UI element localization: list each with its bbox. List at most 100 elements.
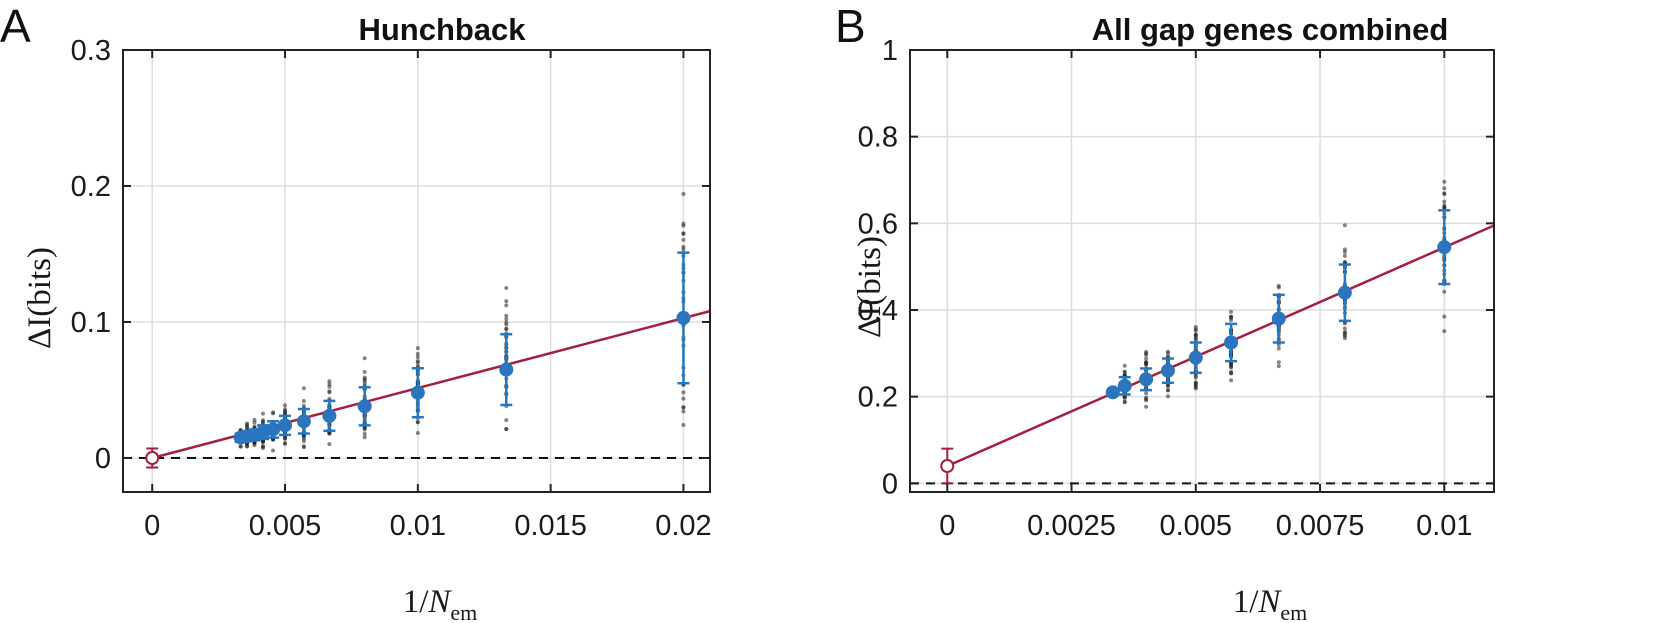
mean-point	[1271, 311, 1286, 326]
sample-point	[1442, 205, 1447, 210]
sample-point	[1342, 321, 1347, 326]
sample-point	[327, 442, 332, 447]
mean-point	[266, 422, 281, 437]
y-tick-label: 0.6	[858, 208, 898, 240]
ticks-layer: 0 0.005 0.01 0.015 0.02 0 0.1 0.2 0.3	[71, 35, 712, 542]
sample-point	[252, 417, 257, 422]
y-tick-label: 0	[95, 443, 111, 475]
sample-point	[1193, 328, 1198, 333]
y-axis-label: ΔI(bits)	[852, 236, 888, 338]
sample-point	[245, 444, 250, 449]
sample-point	[1122, 399, 1127, 404]
panel-hunchback: A Hunchback 0 0.005 0.01 0.015 0.02 0 0.1 0.2 0.…	[0, 0, 712, 623]
panel-all-gap-genes: B All gap genes combined 0 0.0025 0.005 0.0…	[835, 0, 1495, 623]
x-tick-label: 0	[939, 510, 955, 542]
sample-point	[415, 355, 420, 360]
sample-point	[1442, 179, 1447, 184]
sample-point	[1442, 199, 1447, 204]
sample-point	[362, 431, 367, 436]
sample-point	[1193, 386, 1198, 391]
sample-point	[1442, 191, 1447, 196]
sample-point	[681, 244, 686, 249]
y-axis-label-symbol: ΔI	[22, 317, 58, 349]
grid-lines	[123, 49, 710, 492]
sample-point	[301, 398, 306, 403]
sample-point	[681, 422, 686, 427]
y-tick-label: 0.2	[71, 171, 111, 203]
sample-point	[504, 326, 509, 331]
x-tick-label: 0.005	[249, 510, 322, 542]
panel-letter-a: A	[0, 0, 31, 52]
sample-point	[1193, 332, 1198, 337]
mean-point	[1160, 363, 1175, 378]
mean-point	[1188, 350, 1203, 365]
sample-point	[1122, 395, 1127, 400]
sample-point	[415, 363, 420, 368]
panel-title: All gap genes combined	[1092, 12, 1449, 47]
y-tick-label: 0.1	[71, 307, 111, 339]
x-tick-label: 0.01	[1416, 510, 1472, 542]
sample-point	[415, 420, 420, 425]
sample-point	[1165, 388, 1170, 393]
panel-title: Hunchback	[358, 12, 526, 47]
sample-point	[1276, 285, 1281, 290]
y-tick-label: 0.3	[71, 35, 111, 67]
sample-point	[1342, 253, 1347, 258]
mean-point	[1224, 335, 1239, 350]
x-tick-label: 0.005	[1159, 510, 1232, 542]
sample-point	[415, 431, 420, 436]
sample-point	[1342, 326, 1347, 331]
sample-point	[1229, 309, 1234, 314]
sample-point	[1193, 373, 1198, 378]
sample-point	[681, 409, 686, 414]
sample-point	[1276, 360, 1281, 365]
sample-point	[1342, 330, 1347, 335]
mean-point	[410, 385, 425, 400]
sample-point	[681, 221, 686, 226]
sample-point	[1165, 394, 1170, 399]
x-tick-label: 0.015	[514, 510, 587, 542]
linear-fit-line	[946, 224, 1495, 468]
sample-point	[1122, 363, 1127, 368]
y-tick-label: 1	[882, 35, 898, 67]
sample-point	[327, 389, 332, 394]
sample-point	[1442, 314, 1447, 319]
mean-point	[278, 418, 293, 433]
mean-point	[322, 408, 337, 423]
mean-points-layer	[233, 310, 691, 445]
sample-point	[1442, 289, 1447, 294]
sample-point	[1342, 249, 1347, 254]
y-tick-label: 0.2	[858, 382, 898, 414]
sample-point	[1229, 363, 1234, 368]
sample-point	[260, 420, 265, 425]
panel-letter-b: B	[835, 0, 866, 52]
sample-point	[283, 407, 288, 412]
sample-point	[415, 346, 420, 351]
mean-point	[1139, 372, 1154, 387]
x-tick-label: 0.01	[390, 510, 446, 542]
sample-point	[681, 396, 686, 401]
mean-points-layer	[1105, 240, 1452, 400]
sample-point	[1144, 352, 1149, 357]
sample-point	[1144, 391, 1149, 396]
sample-point	[327, 379, 332, 384]
x-axis-label-prefix: 1/	[403, 584, 430, 620]
x-axis-label-var: N	[1257, 584, 1282, 620]
x-tick-label: 0.0075	[1276, 510, 1365, 542]
sample-point	[504, 285, 509, 290]
y-tick-label: 0.8	[858, 122, 898, 154]
y-tick-label: 0	[882, 468, 898, 500]
sample-point	[1442, 329, 1447, 334]
sample-point	[362, 378, 367, 383]
sample-point	[681, 231, 686, 236]
y-axis-label-symbol: ΔI	[852, 306, 888, 338]
mean-point	[1437, 240, 1452, 255]
fit-line-layer	[940, 224, 1495, 485]
mean-point	[499, 362, 514, 377]
y-axis-label-unit: (bits)	[22, 247, 58, 317]
x-axis-label-var: N	[427, 584, 452, 620]
x-tick-label: 0.02	[655, 510, 711, 542]
y-axis-label: ΔI(bits)	[22, 247, 58, 349]
sample-point	[1144, 349, 1149, 354]
